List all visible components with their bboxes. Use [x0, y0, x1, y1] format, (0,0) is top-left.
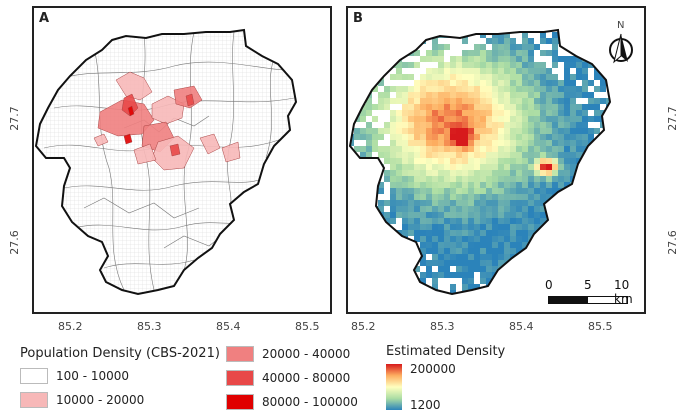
legend-item-40000-80000: 40000 - 80000	[226, 370, 350, 386]
panel-b-label: B	[353, 11, 363, 26]
north-arrow-icon	[609, 33, 633, 64]
y-tick-b-1: 27.7	[665, 106, 679, 131]
legend-swatch	[226, 346, 254, 362]
y-tick-a-2: 27.6	[7, 230, 21, 255]
north-arrow-label: N	[617, 20, 625, 31]
x-tick-b-4: 85.5	[588, 320, 613, 333]
scale-label-10km: 10 km	[614, 278, 633, 306]
scale-label-5: 5	[584, 278, 592, 292]
legend-label: 40000 - 80000	[262, 371, 351, 385]
x-tick-b-3: 85.4	[509, 320, 534, 333]
legend-swatch	[226, 370, 254, 386]
x-tick-b-1: 85.2	[351, 320, 376, 333]
density-patch	[127, 105, 135, 117]
legend-item-10000-20000: 10000 - 20000	[20, 392, 144, 408]
density-patch	[199, 133, 221, 155]
legend-swatch	[20, 368, 48, 384]
map-panel-b: B N 0 5 10 km	[346, 6, 646, 314]
legend-swatch	[20, 392, 48, 408]
x-tick-a-1: 85.2	[58, 320, 83, 333]
density-patch	[121, 93, 139, 117]
x-tick-a-4: 85.5	[295, 320, 320, 333]
legend-item-80000-100000: 80000 - 100000	[226, 394, 358, 410]
density-patch	[115, 71, 153, 101]
density-patch	[133, 143, 157, 165]
legend-item-20000-40000: 20000 - 40000	[226, 346, 350, 362]
legend-label: 10000 - 20000	[56, 393, 145, 407]
estimated-density-colorbar	[386, 364, 402, 410]
x-tick-a-3: 85.4	[216, 320, 241, 333]
estimated-legend-title: Estimated Density	[386, 344, 506, 359]
density-patch	[169, 143, 181, 157]
x-tick-b-2: 85.3	[430, 320, 455, 333]
density-patch	[93, 133, 109, 147]
density-patch	[123, 133, 133, 145]
density-patch	[185, 93, 195, 107]
legend-item-100-10000: 100 - 10000	[20, 368, 129, 384]
scale-label-0: 0	[545, 278, 553, 292]
colorbar-max-label: 200000	[410, 362, 456, 376]
y-tick-b-2: 27.6	[665, 230, 679, 255]
population-legend-title: Population Density (CBS-2021)	[20, 346, 220, 361]
panel-a-label: A	[39, 11, 50, 26]
legend-label: 20000 - 40000	[262, 347, 351, 361]
estimated-density-map	[349, 29, 611, 295]
legend-label: 100 - 10000	[56, 369, 130, 383]
legend-label: 80000 - 100000	[262, 395, 358, 409]
legend-swatch	[226, 394, 254, 410]
scale-bar	[548, 296, 628, 304]
colorbar-min-label: 1200	[410, 398, 441, 412]
y-tick-a-1: 27.7	[7, 106, 21, 131]
x-tick-a-2: 85.3	[137, 320, 162, 333]
population-density-map	[35, 29, 297, 295]
map-panel-a: A	[32, 6, 332, 314]
density-patch	[221, 141, 241, 163]
